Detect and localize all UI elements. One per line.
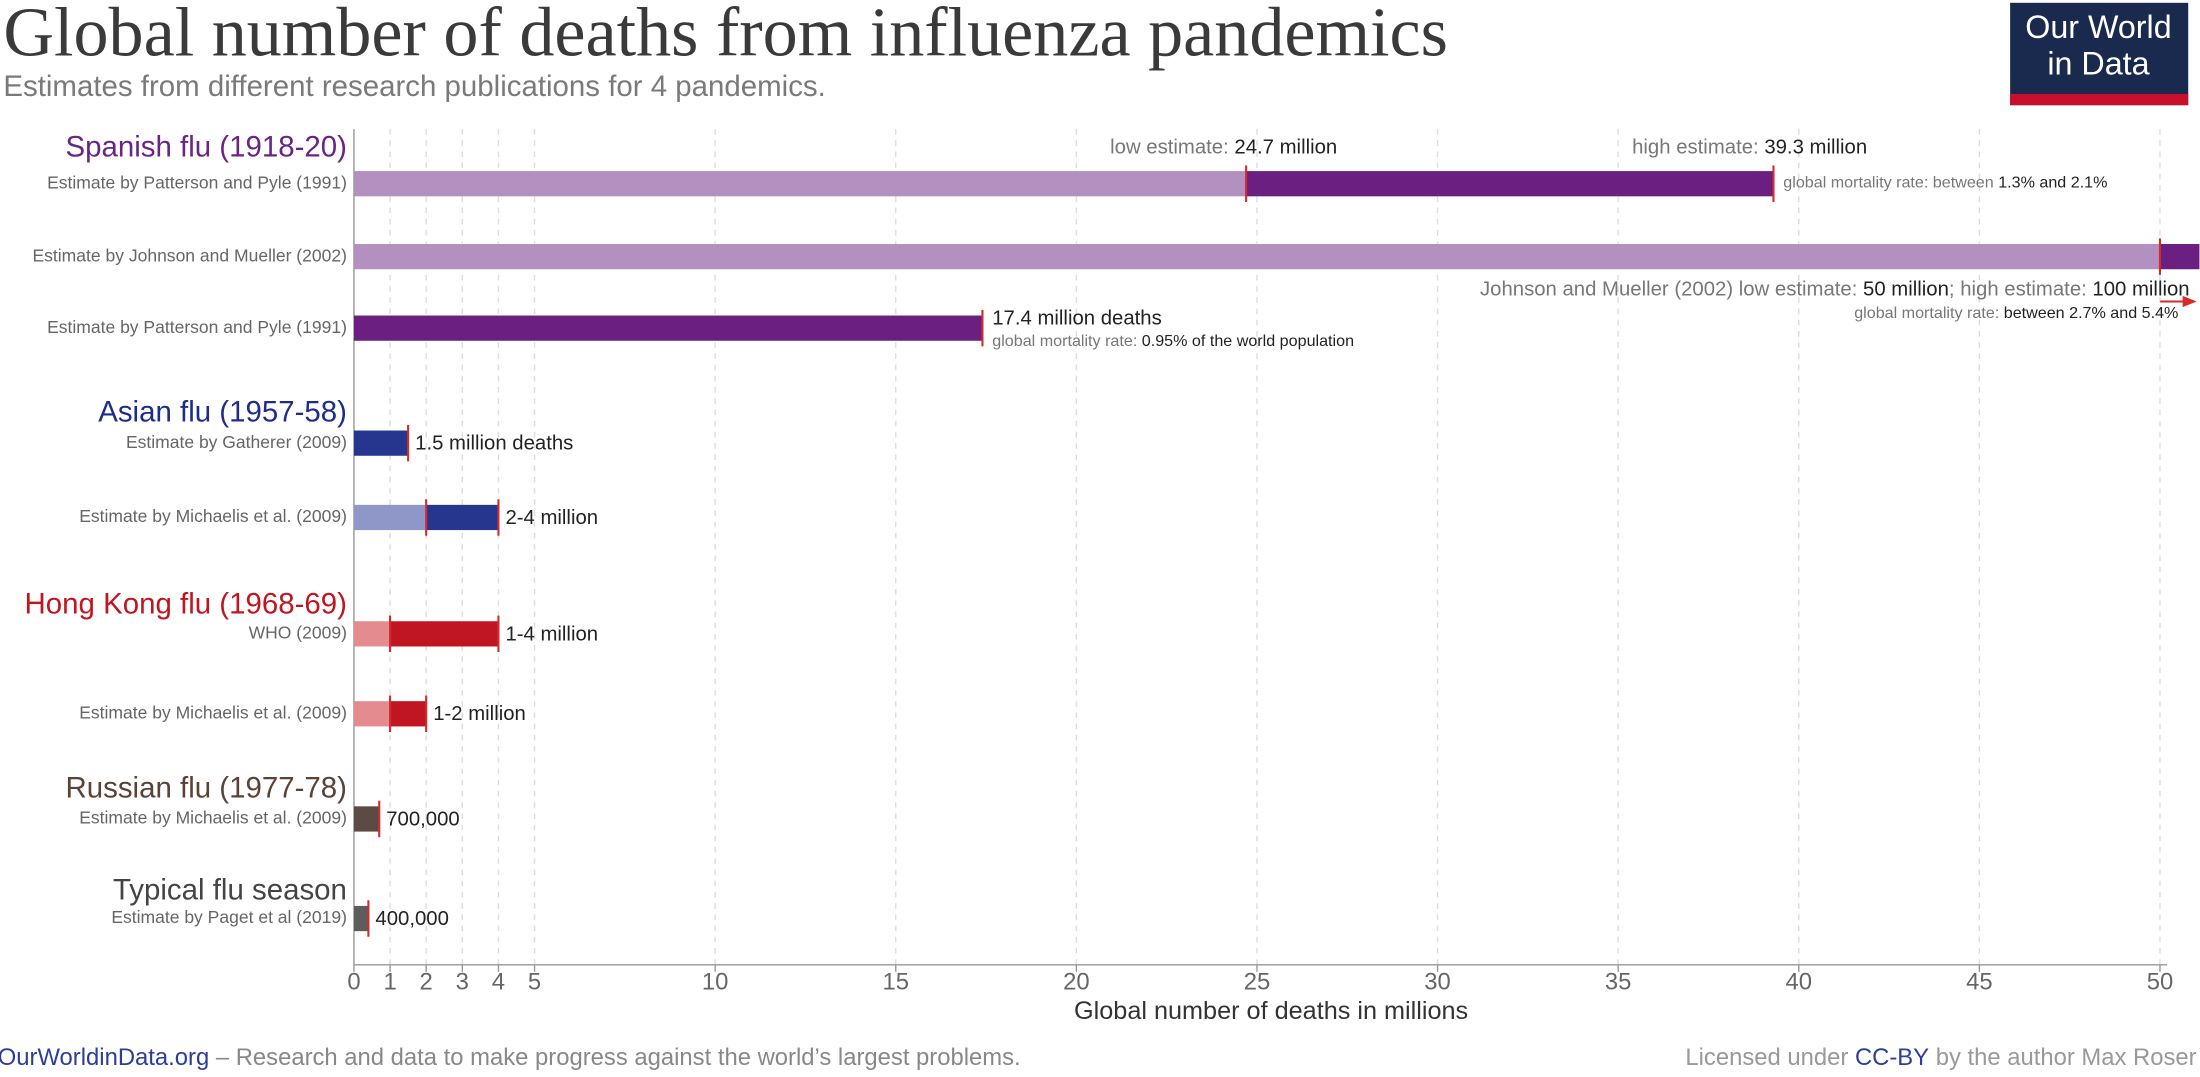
chart-title: Global number of deaths from influenza p… <box>3 0 1448 71</box>
x-tick-label: 4 <box>492 968 505 995</box>
x-tick-label: 45 <box>1966 968 1993 995</box>
group-name: Asian flu (1957-58) <box>98 395 347 428</box>
annotation: global mortality rate: 0.95% of the worl… <box>992 332 1354 350</box>
group-name: Spanish flu (1918-20) <box>65 130 346 163</box>
annotation-part: 1-4 million <box>505 624 598 646</box>
logo-text: in Data <box>2047 45 2149 81</box>
bar-range <box>390 621 499 647</box>
x-tick-label: 0 <box>347 968 360 995</box>
row-label: Estimate by Patterson and Pyle (1991) <box>47 172 347 192</box>
bar-low <box>353 504 427 531</box>
x-tick-label: 2 <box>420 968 433 995</box>
logo-strip <box>2010 93 2189 106</box>
x-tick-label: 5 <box>528 968 541 995</box>
x-tick-label: 25 <box>1244 968 1271 995</box>
bar-range <box>2159 244 2200 270</box>
annotation-part: 17.4 million deaths <box>992 308 1162 330</box>
x-tick-label: 20 <box>1063 968 1090 995</box>
bar-range <box>390 701 427 727</box>
bar <box>353 315 983 341</box>
annotation: high estimate: 39.3 million <box>1632 137 1867 159</box>
x-tick-label: 3 <box>456 968 469 995</box>
annotation-part: 1.3% and 2.1% <box>1998 174 2107 192</box>
group-name: Typical flu season <box>113 874 347 907</box>
continuation-arrow-head <box>2182 295 2197 308</box>
bar <box>353 905 369 932</box>
annotation-part: Johnson and Mueller (2002) low estimate: <box>1480 279 1863 301</box>
annotation: 1-2 million <box>433 704 526 726</box>
annotation: 700,000 <box>386 809 459 831</box>
annotation: 1.5 million deaths <box>415 433 573 455</box>
annotation: low estimate: 24.7 million <box>1110 137 1337 159</box>
annotation-part: global mortality rate: <box>992 332 1142 350</box>
annotation-part: 100 million <box>2092 279 2189 301</box>
row-label: Estimate by Patterson and Pyle (1991) <box>47 317 347 337</box>
annotation-part: global mortality rate: between <box>1783 174 1998 192</box>
annotation-part: 50 million <box>1863 279 1949 301</box>
footer-right: Licensed under CC-BY by the author Max R… <box>1685 1044 2196 1071</box>
footer-text: by the author Max Roser <box>1929 1044 2197 1071</box>
group-name: Russian flu (1977-78) <box>65 771 346 804</box>
x-tick-label: 40 <box>1786 968 1813 995</box>
annotation: 400,000 <box>375 908 448 930</box>
row-label: Estimate by Michaelis et al. (2009) <box>79 808 347 828</box>
x-tick-label: 35 <box>1605 968 1632 995</box>
annotation-part: 1.5 million deaths <box>415 433 573 455</box>
annotation: global mortality rate: between 1.3% and … <box>1783 174 2107 192</box>
bar-low <box>353 171 1247 197</box>
row-label: Estimate by Johnson and Mueller (2002) <box>32 245 346 265</box>
logo-box <box>2010 2 2189 106</box>
bar-low <box>353 701 391 727</box>
row-label: WHO (2009) <box>249 622 347 642</box>
annotation-part: 1-2 million <box>433 704 526 726</box>
annotation: Johnson and Mueller (2002) low estimate:… <box>1480 279 2190 301</box>
annotation-part: global mortality rate: <box>1854 304 2004 322</box>
x-tick-label: 50 <box>2147 968 2174 995</box>
footer-text: Licensed under <box>1685 1044 1855 1071</box>
annotation-part: low estimate: <box>1110 137 1234 159</box>
footer-text: – Research and data to make progress aga… <box>209 1044 1020 1071</box>
x-tick-label: 15 <box>882 968 909 995</box>
annotation-part: between 2.7% and 5.4% <box>2004 304 2179 322</box>
logo-text: Our World <box>2025 9 2171 45</box>
row-label: Estimate by Gatherer (2009) <box>126 432 347 452</box>
row-label: Estimate by Paget et al (2019) <box>111 907 347 927</box>
bar-range <box>1246 171 1774 197</box>
x-axis-label: Global number of deaths in millions <box>1074 997 1468 1025</box>
annotation: 2-4 million <box>505 507 598 529</box>
chart-subtitle: Estimates from different research public… <box>3 70 825 103</box>
row-label: Estimate by Michaelis et al. (2009) <box>79 702 347 722</box>
bar-range <box>426 504 499 531</box>
annotation: 1-4 million <box>505 624 598 646</box>
footer-link[interactable]: OurWorldinData.org <box>0 1044 209 1071</box>
footer-link[interactable]: CC-BY <box>1855 1044 1929 1071</box>
annotation-part: ; high estimate: <box>1949 279 2093 301</box>
annotation-part: 0.95% of the world population <box>1142 332 1354 350</box>
annotation-part: high estimate: <box>1632 137 1764 159</box>
group-name: Hong Kong flu (1968-69) <box>25 588 347 621</box>
annotation-part: 39.3 million <box>1764 137 1867 159</box>
x-tick-label: 10 <box>702 968 729 995</box>
footer-left: OurWorldinData.org – Research and data t… <box>0 1044 1021 1071</box>
bar <box>353 806 380 832</box>
plot-area <box>353 165 2200 937</box>
bar <box>353 430 409 456</box>
annotation-part: 24.7 million <box>1234 137 1337 159</box>
annotation: global mortality rate: between 2.7% and … <box>1854 304 2178 322</box>
x-tick-label: 1 <box>383 968 396 995</box>
bar-low <box>353 244 2160 270</box>
bar-low <box>353 621 391 647</box>
annotation: 17.4 million deaths <box>992 308 1162 330</box>
annotation-part: 2-4 million <box>505 507 598 529</box>
x-tick-label: 30 <box>1424 968 1451 995</box>
annotation-part: 700,000 <box>386 809 459 831</box>
annotation-part: 400,000 <box>375 908 448 930</box>
row-label: Estimate by Michaelis et al. (2009) <box>79 506 347 526</box>
